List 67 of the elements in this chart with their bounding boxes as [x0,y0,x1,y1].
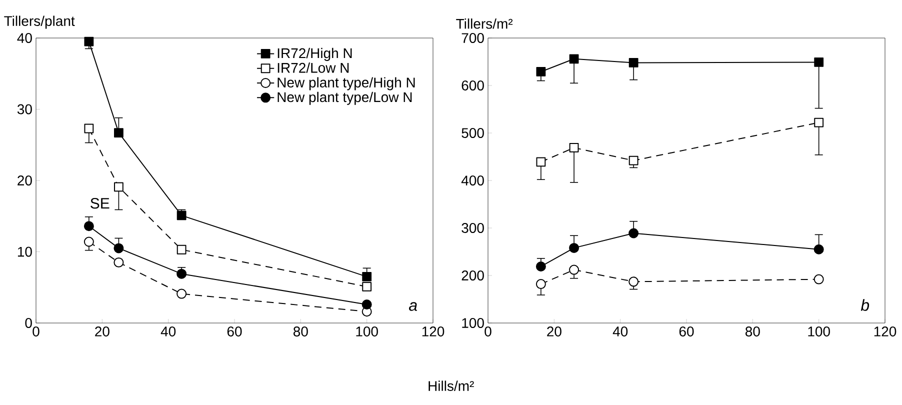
x-tick-label: 40 [612,326,628,336]
x-axis-title: Hills/m² [428,380,474,391]
y-tick-label: 600 [462,80,484,90]
point [362,272,372,282]
point [114,182,124,192]
x-tick-label: 120 [874,326,896,336]
point [569,54,579,64]
point [176,268,187,279]
point [114,128,124,138]
point [114,257,124,268]
y-tick-label: 500 [462,128,484,138]
point [569,143,579,152]
y-tick-label: 0 [25,318,32,328]
point [362,299,372,310]
legend-label: IR72/Low N [278,62,349,73]
point [536,67,546,76]
point [814,118,824,128]
y-tick-label: 20 [18,176,32,186]
x-tick-label: 120 [422,326,444,336]
y-axis-title: Tillers/m² [456,18,513,29]
annotation: SE [90,198,110,209]
point [176,288,187,299]
y-tick-label: 100 [462,318,484,328]
y-tick-label: 700 [462,33,484,43]
x-tick-label: 60 [227,326,242,336]
y-tick-label: 30 [17,104,32,114]
point [628,276,639,287]
annotation: a [409,302,418,311]
y-tick-label: 200 [462,270,484,280]
point [176,244,186,254]
y-axis-title: Tillers/plant [4,16,75,29]
point [84,221,94,232]
point [362,282,372,292]
legend-label: New plant type/Low N [278,92,412,105]
point [569,242,580,253]
x-tick-label: 100 [356,326,378,336]
point [114,243,124,254]
point [84,36,94,46]
point [569,264,580,275]
point [628,58,638,68]
point [628,156,638,166]
x-tick-label: 40 [160,326,176,336]
x-tick-label: 80 [293,326,308,336]
x-tick-label: 0 [32,326,40,336]
y-tick-label: 400 [461,176,484,186]
point [814,58,824,67]
point [84,236,94,247]
point [814,244,824,254]
x-tick-label: 20 [95,326,110,336]
y-tick-label: 300 [462,223,484,233]
point [536,279,546,290]
point [84,124,94,134]
annotation: b [860,299,870,311]
x-tick-label: 60 [679,326,694,336]
legend-label: IR72/High N [278,48,352,61]
x-tick-label: 80 [746,326,760,336]
point [536,261,546,272]
x-tick-label: 0 [484,326,492,336]
x-tick-label: 20 [547,326,562,336]
point [176,210,186,220]
legend-label: New plant type/High N [278,77,415,90]
x-tick-label: 100 [808,326,830,336]
y-tick-label: 40 [17,33,32,43]
point [628,228,639,238]
point [814,274,824,284]
y-tick-label: 10 [18,246,32,257]
point [536,157,546,167]
